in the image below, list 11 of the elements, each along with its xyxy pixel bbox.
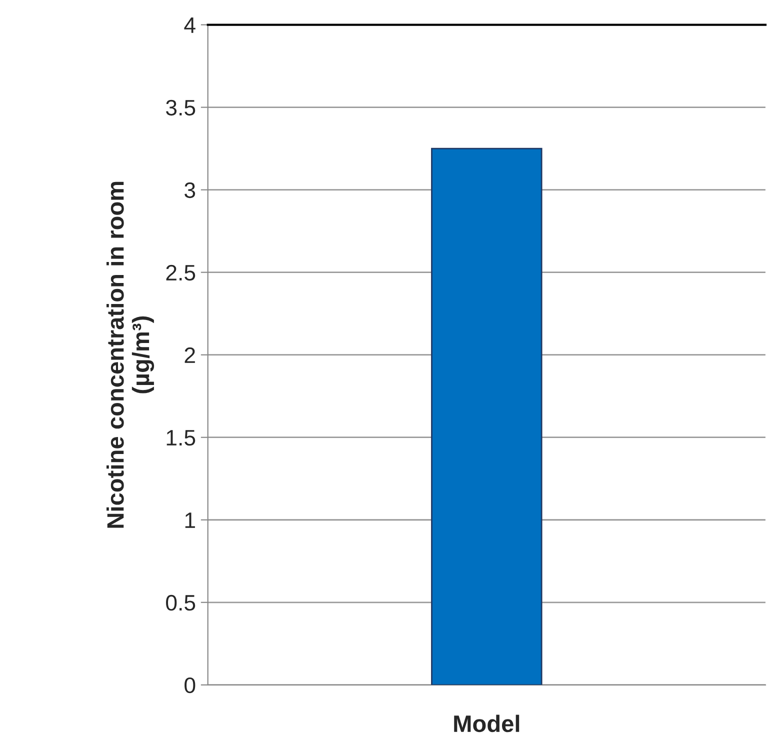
y-tick-label: 2 [184,347,195,363]
y-tick-label: 1.5 [166,430,196,446]
y-tick-label: 2.5 [166,264,196,281]
y-axis-title: Nicotine concentration in room (µg/m³) [106,182,154,528]
y-tick-label: 1 [185,512,195,528]
y-tick-label: 4 [184,18,196,33]
y-tick-label: 0 [184,677,196,694]
x-axis-title: Model [454,714,520,732]
y-tick-label: 0.5 [166,594,196,611]
y-tick-label: 3 [184,182,196,198]
y-tick-label: 3.5 [166,100,196,116]
